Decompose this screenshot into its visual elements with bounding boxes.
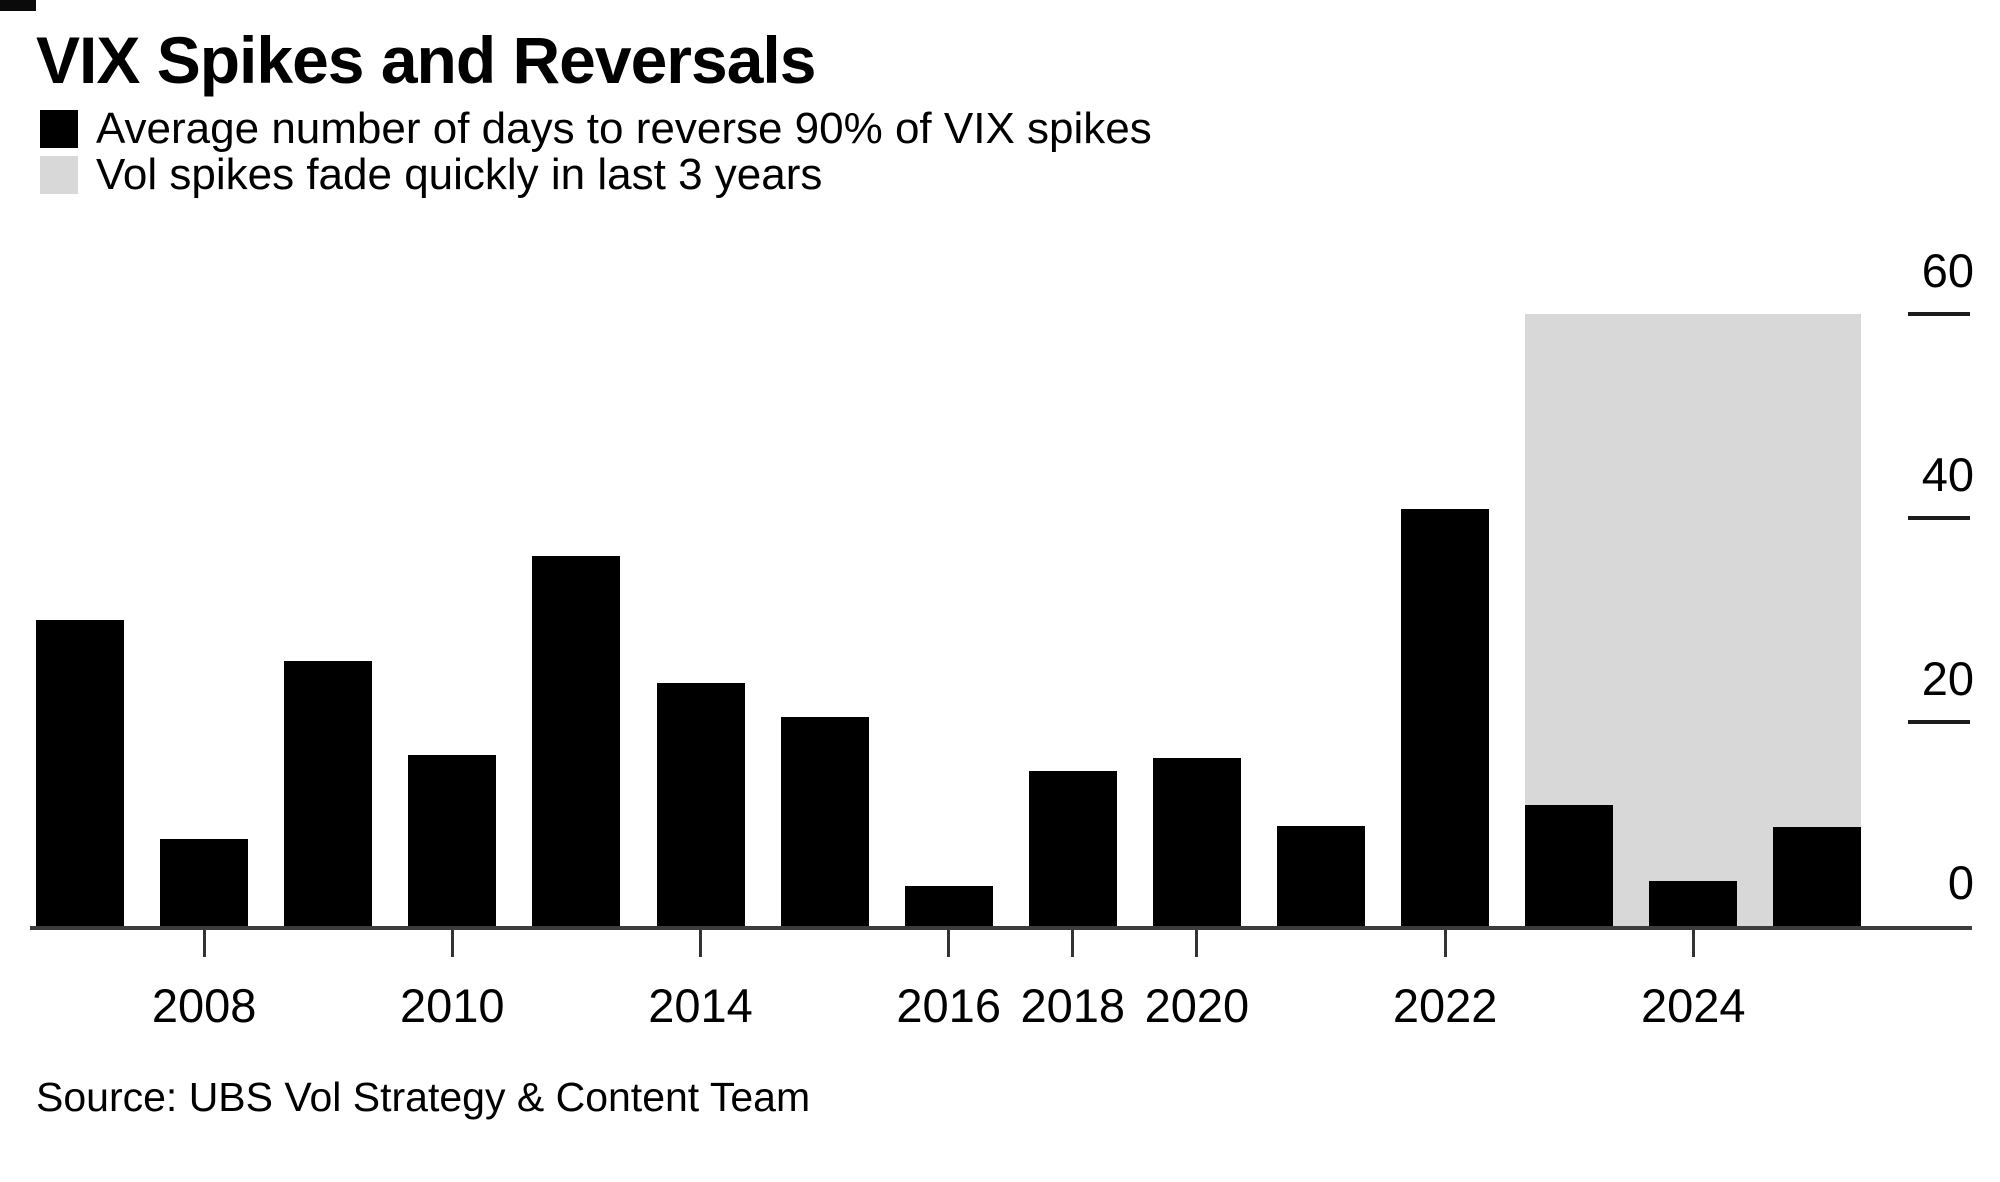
y-axis-label: 60	[1921, 244, 1974, 297]
bar	[1152, 758, 1241, 926]
x-axis-tick	[1071, 930, 1075, 957]
y-axis-label: 0	[1947, 856, 1974, 909]
x-axis-tick	[1443, 930, 1447, 957]
source-note: Source: UBS Vol Strategy & Content Team	[36, 1074, 811, 1120]
bar	[1525, 805, 1614, 926]
chart-title: VIX Spikes and Reversals	[36, 23, 816, 97]
bar	[1401, 509, 1490, 926]
x-axis-line	[30, 926, 1972, 930]
bar	[532, 556, 621, 926]
bar	[1277, 826, 1365, 926]
legend-swatch-black	[40, 110, 78, 148]
y-axis-label: 20	[1921, 652, 1974, 705]
y-axis-label: 40	[1921, 448, 1974, 501]
x-axis-tick	[1691, 930, 1695, 957]
x-axis-label: 2022	[1392, 979, 1498, 1032]
x-axis-tick	[947, 930, 951, 957]
legend-label: Average number of days to reverse 90% of…	[96, 104, 1152, 153]
corner-mark	[0, 0, 36, 11]
x-axis-label: 2016	[896, 979, 1001, 1032]
x-axis-label: 2008	[151, 979, 257, 1032]
y-axis-tick	[1908, 516, 1970, 520]
legend-swatch-gray	[40, 156, 78, 194]
x-axis-tick	[699, 930, 702, 957]
bar	[656, 683, 745, 926]
x-axis-label: 2014	[648, 979, 753, 1032]
x-axis-label: 2010	[400, 979, 505, 1032]
bar	[904, 886, 993, 926]
bar	[36, 620, 124, 926]
x-axis-tick	[202, 930, 206, 957]
x-axis-tick	[1195, 930, 1199, 957]
x-axis-tick	[450, 930, 454, 957]
x-axis-label: 2020	[1144, 979, 1250, 1032]
bar	[408, 755, 497, 926]
y-axis-tick	[1908, 312, 1970, 316]
bar	[160, 839, 249, 926]
bar	[1649, 881, 1738, 926]
bar	[284, 661, 373, 926]
y-axis-tick	[1908, 720, 1970, 724]
x-axis-label: 2024	[1641, 979, 1746, 1032]
x-axis-label: 2018	[1020, 979, 1126, 1032]
bar	[1773, 827, 1862, 926]
bar	[780, 717, 869, 926]
legend-label: Vol spikes fade quickly in last 3 years	[96, 150, 823, 199]
bar	[1028, 771, 1117, 926]
